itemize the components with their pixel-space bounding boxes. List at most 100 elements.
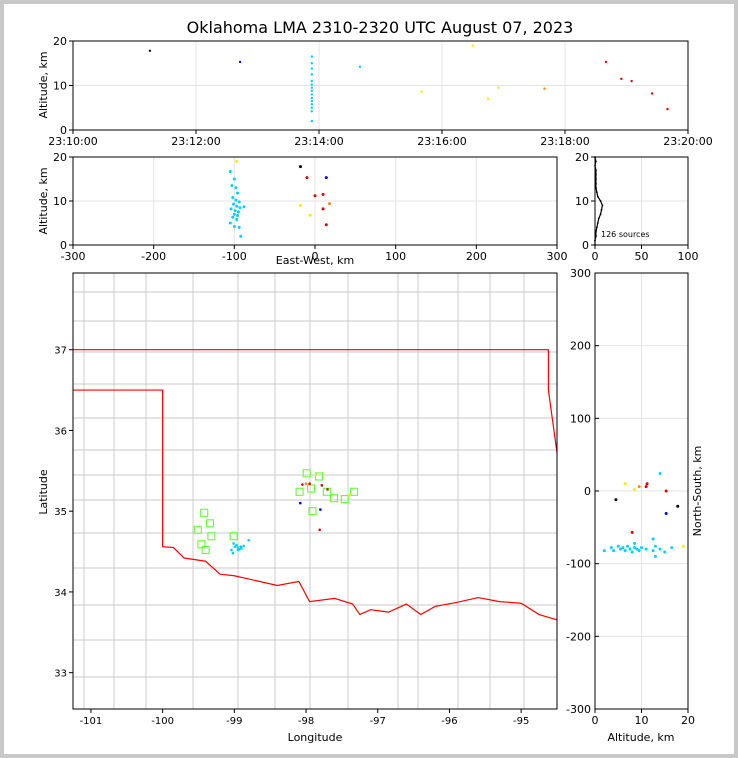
x-tick-label: -98 bbox=[298, 716, 314, 727]
ew-altitude-point bbox=[238, 206, 242, 210]
x-tick-label: -96 bbox=[441, 716, 457, 727]
x-tick-label: -100 bbox=[222, 250, 247, 263]
ew-altitude-point bbox=[298, 165, 302, 169]
ew-altitude-point bbox=[231, 195, 235, 199]
map-source-point bbox=[318, 528, 321, 532]
ew-altitude-point bbox=[313, 194, 317, 198]
map-source-point bbox=[247, 538, 250, 542]
ew-altitude-point bbox=[228, 221, 232, 225]
altitude-ns-point bbox=[651, 549, 655, 553]
ew-altitude-point bbox=[228, 170, 232, 174]
altitude-ns-point bbox=[621, 546, 625, 550]
map-source-point bbox=[319, 508, 322, 511]
time-altitude-point bbox=[148, 49, 152, 52]
map-source-point bbox=[326, 488, 329, 491]
histogram-point bbox=[599, 200, 602, 202]
histogram-point bbox=[599, 213, 602, 216]
map-xlabel: Longitude bbox=[288, 731, 343, 744]
x-tick-label: -200 bbox=[141, 250, 166, 263]
y-tick-label: 0 bbox=[582, 239, 589, 252]
altitude-ns-point bbox=[614, 498, 618, 502]
altitude-ns-point bbox=[658, 547, 662, 551]
x-tick-label: -300 bbox=[61, 250, 86, 263]
time-altitude-point bbox=[310, 86, 314, 89]
x-tick-label: 0 bbox=[592, 250, 599, 263]
lma-station-marker bbox=[329, 494, 339, 503]
altitude-ns-point bbox=[670, 546, 674, 550]
x-tick-label: 23:14:00 bbox=[294, 135, 343, 148]
x-tick-label: 0 bbox=[312, 250, 319, 263]
ew-altitude-ylabel: Altitude, km bbox=[37, 167, 50, 234]
x-tick-label: 20 bbox=[681, 714, 695, 727]
x-tick-label: 10 bbox=[635, 714, 649, 727]
lma-station-marker bbox=[201, 545, 210, 554]
ew-altitude-point bbox=[233, 209, 237, 213]
map-source-point bbox=[232, 542, 235, 545]
lma-station-marker bbox=[200, 508, 209, 517]
ew-altitude-point bbox=[230, 184, 234, 188]
ew-altitude-point bbox=[235, 204, 239, 208]
y-tick-label: 36 bbox=[54, 426, 67, 437]
ew-altitude-point bbox=[308, 213, 312, 217]
time-altitude-ylabel: Altitude, km bbox=[37, 51, 50, 118]
time-altitude-point bbox=[310, 93, 314, 96]
altitude-ns-point bbox=[609, 546, 613, 550]
map-source-point bbox=[231, 551, 235, 555]
lma-station-marker bbox=[193, 525, 202, 534]
time-altitude-point bbox=[604, 60, 608, 64]
x-tick-label: 23:12:00 bbox=[171, 135, 220, 148]
altitude-ns-point bbox=[653, 544, 657, 548]
state-border bbox=[73, 349, 557, 621]
map-source-point bbox=[314, 473, 318, 477]
histogram-point bbox=[595, 226, 598, 229]
x-tick-label: -101 bbox=[80, 716, 103, 727]
altitude-ns-point bbox=[633, 546, 637, 550]
ew-altitude-point bbox=[231, 215, 235, 219]
histogram-point bbox=[600, 208, 603, 211]
ew-altitude-point bbox=[235, 159, 239, 163]
y-tick-label: 200 bbox=[570, 340, 591, 353]
y-tick-label: 10 bbox=[575, 195, 589, 208]
altitude-ns-point bbox=[630, 550, 634, 554]
x-tick-label: -97 bbox=[370, 716, 386, 727]
figure-title: Oklahoma LMA 2310-2320 UTC August 07, 20… bbox=[187, 18, 574, 37]
histogram-point bbox=[596, 195, 599, 198]
ew-altitude-point bbox=[234, 186, 238, 190]
time-altitude-point bbox=[310, 102, 314, 106]
time-altitude-point bbox=[650, 92, 654, 95]
altitude-ns-point bbox=[645, 482, 649, 486]
lma-station-marker bbox=[205, 519, 215, 528]
altitude-histogram-panel: 0 50 100 0 10 20 126 sources bbox=[575, 151, 699, 263]
altitude-ns-point bbox=[644, 547, 648, 551]
y-tick-label: 35 bbox=[54, 507, 67, 518]
altitude-ns-point bbox=[658, 472, 662, 476]
altitude-ns-ylabel: North-South, km bbox=[691, 446, 704, 537]
map-source-point bbox=[301, 483, 304, 486]
time-altitude-point bbox=[471, 44, 474, 47]
time-altitude-point bbox=[486, 97, 490, 101]
altitude-ns-point bbox=[676, 504, 680, 508]
histogram-point bbox=[601, 204, 604, 207]
x-tick-label: 50 bbox=[635, 250, 649, 263]
x-tick-label: 23:10:00 bbox=[48, 135, 97, 148]
map-source-point bbox=[304, 482, 308, 486]
time-altitude-point bbox=[310, 67, 314, 70]
time-altitude-point bbox=[666, 107, 669, 111]
y-tick-label: 33 bbox=[54, 669, 67, 680]
altitude-ns-point bbox=[640, 546, 643, 550]
ew-altitude-point bbox=[236, 214, 240, 218]
map-source-point bbox=[240, 547, 243, 550]
altitude-ns-point bbox=[653, 554, 657, 558]
time-altitude-point bbox=[310, 96, 314, 100]
ew-altitude-point bbox=[321, 207, 325, 211]
x-tick-label: 200 bbox=[466, 250, 487, 263]
altitude-ns-point bbox=[612, 549, 616, 553]
time-altitude-point bbox=[310, 119, 314, 123]
lma-station-marker bbox=[302, 469, 311, 478]
ew-altitude-point bbox=[232, 202, 236, 206]
y-tick-label: -300 bbox=[566, 703, 591, 716]
lma-station-marker bbox=[340, 495, 349, 504]
lma-station-marker bbox=[308, 507, 317, 516]
map-source-point bbox=[235, 543, 238, 547]
ew-altitude-point bbox=[321, 192, 325, 196]
